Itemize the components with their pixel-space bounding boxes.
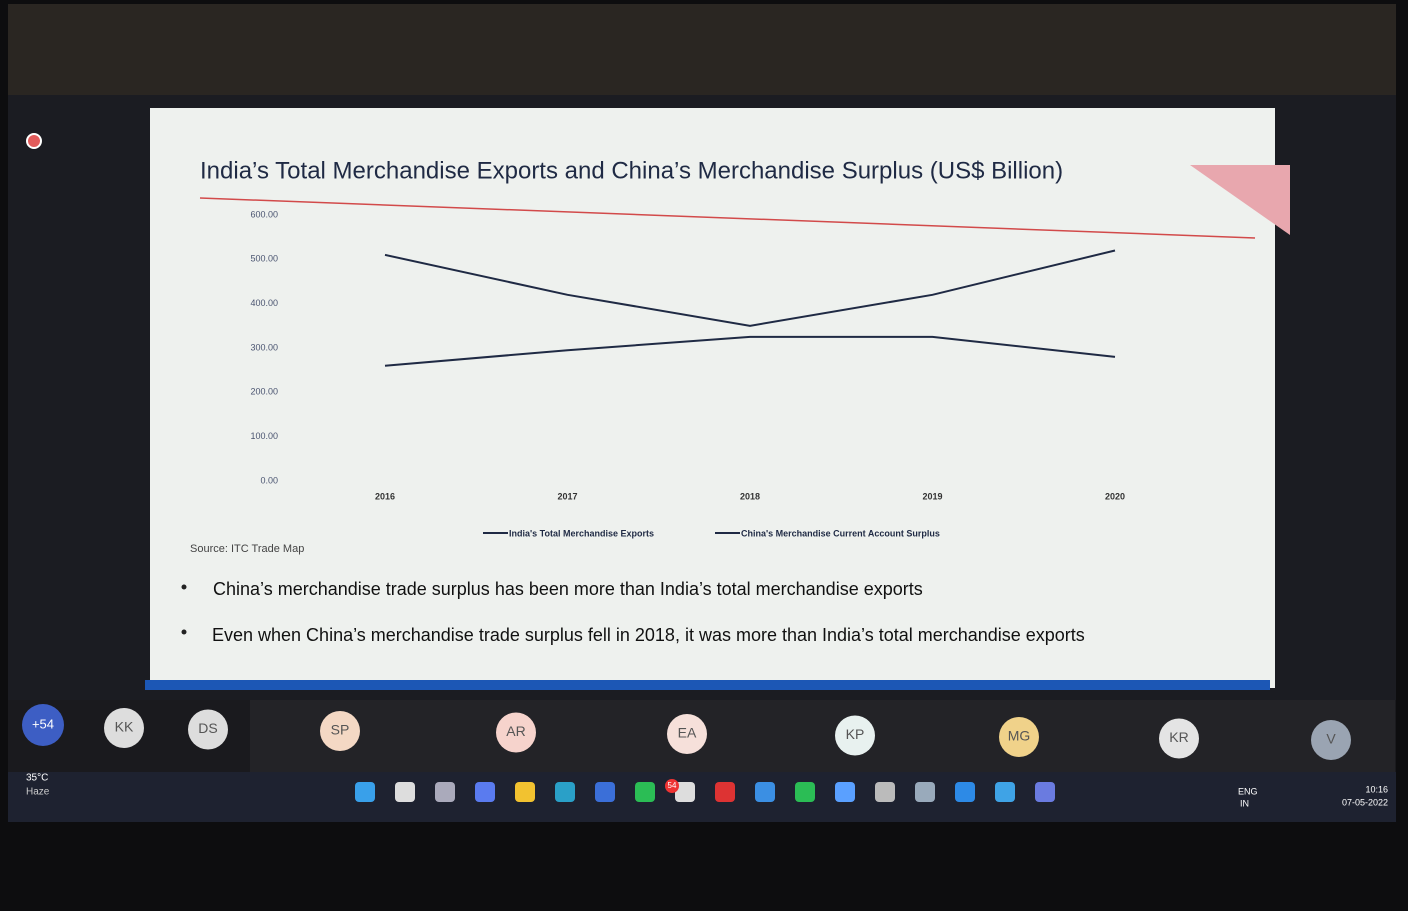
region: IN <box>1240 798 1249 808</box>
taskbar-icon[interactable] <box>395 782 415 802</box>
bullet <box>182 630 187 635</box>
notification-count: 54 <box>668 781 677 790</box>
bezel-top <box>8 4 1396 99</box>
taskbar-icon[interactable] <box>995 782 1015 802</box>
bullet <box>182 585 187 590</box>
participant-initials[interactable]: AR <box>506 723 525 739</box>
x-tick-label: 2016 <box>375 491 395 501</box>
weather-text: Haze <box>26 787 50 798</box>
taskbar-icon[interactable] <box>435 782 455 802</box>
taskbar-icon[interactable] <box>715 782 735 802</box>
taskbar-icon[interactable] <box>875 782 895 802</box>
y-tick-label: 200.00 <box>250 387 278 397</box>
y-tick-label: 600.00 <box>250 209 278 219</box>
taskbar-icon[interactable] <box>555 782 575 802</box>
slide <box>150 108 1275 688</box>
x-tick-label: 2020 <box>1105 491 1125 501</box>
participant-initials[interactable]: KK <box>115 719 134 735</box>
taskbar-icon[interactable] <box>635 782 655 802</box>
chart-title: India’s Total Merchandise Exports and Ch… <box>200 157 1063 184</box>
participant-tiles <box>250 700 1395 772</box>
bullet-text: China’s merchandise trade surplus has be… <box>213 579 923 599</box>
taskbar-icon[interactable] <box>515 782 535 802</box>
participant-initials[interactable]: KP <box>846 726 865 742</box>
taskbar-icon[interactable] <box>755 782 775 802</box>
taskbar-icon[interactable] <box>835 782 855 802</box>
participant-overflow-count[interactable]: +54 <box>32 716 54 731</box>
y-tick-label: 0.00 <box>260 475 278 485</box>
bullet-text: Even when China’s merchandise trade surp… <box>212 625 1085 645</box>
legend-label: India's Total Merchandise Exports <box>509 528 654 538</box>
taskbar-icon[interactable] <box>595 782 615 802</box>
taskbar-icon[interactable] <box>955 782 975 802</box>
participant-initials[interactable]: MG <box>1008 728 1031 744</box>
clock-date: 07-05-2022 <box>1342 797 1388 807</box>
language: ENG <box>1238 786 1258 796</box>
y-tick-label: 400.00 <box>250 298 278 308</box>
taskbar-icon[interactable] <box>355 782 375 802</box>
participant-initials[interactable]: EA <box>678 725 697 741</box>
taskbar-icon[interactable] <box>1035 782 1055 802</box>
y-tick-label: 300.00 <box>250 342 278 352</box>
x-tick-label: 2019 <box>922 491 942 501</box>
y-tick-label: 500.00 <box>250 254 278 264</box>
page: {"chart_data": {"type": "line", "title":… <box>0 0 1408 911</box>
participant-initials[interactable]: KR <box>1169 729 1188 745</box>
participant-initials[interactable]: V <box>1326 731 1336 747</box>
taskbar <box>8 772 1396 822</box>
participant-initials[interactable]: SP <box>331 722 350 738</box>
x-tick-label: 2018 <box>740 491 760 501</box>
record-indicator <box>27 134 41 148</box>
y-tick-label: 100.00 <box>250 431 278 441</box>
taskbar-icon[interactable] <box>795 782 815 802</box>
clock-time: 10:16 <box>1365 784 1388 794</box>
screen: India’s Total Merchandise Exports and Ch… <box>0 0 1408 911</box>
participant-initials[interactable]: DS <box>198 720 217 736</box>
taskbar-icon[interactable] <box>475 782 495 802</box>
x-tick-label: 2017 <box>557 491 577 501</box>
taskbar-icon[interactable] <box>915 782 935 802</box>
weather-temp: 35°C <box>26 773 48 784</box>
source-note: Source: ITC Trade Map <box>190 543 304 555</box>
slide-footer-bar <box>145 680 1270 690</box>
legend-label: China's Merchandise Current Account Surp… <box>741 528 940 538</box>
